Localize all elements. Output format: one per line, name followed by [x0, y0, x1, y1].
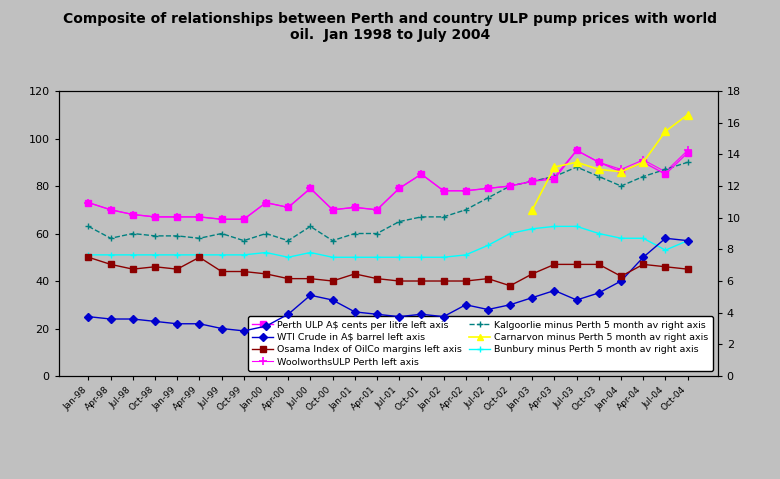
- Text: Composite of relationships between Perth and country ULP pump prices with world
: Composite of relationships between Perth…: [63, 12, 717, 42]
- Legend: Perth ULP A$ cents per litre left axis, WTI Crude in A$ barrel left axis, Osama : Perth ULP A$ cents per litre left axis, …: [247, 316, 713, 371]
